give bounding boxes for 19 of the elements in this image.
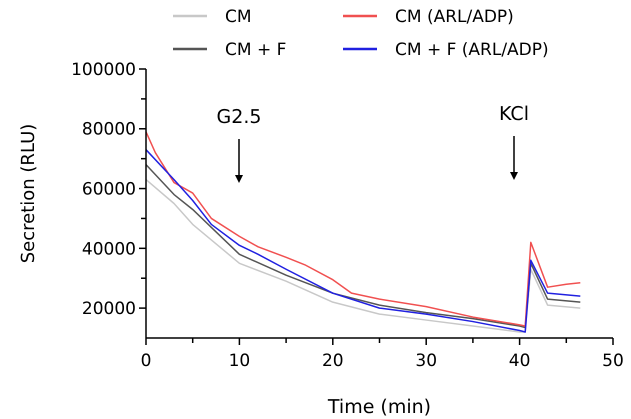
- y-axis-title: Secretion (RLU): [18, 124, 39, 264]
- x-tick-label: 0: [140, 351, 152, 371]
- x-tick-label: 40: [508, 351, 530, 371]
- y-tick-label: 80000: [82, 120, 136, 140]
- legend-label: CM + F (ARL/ADP): [395, 40, 549, 60]
- annotation: G2.5: [216, 106, 262, 128]
- y-tick-label: 100000: [71, 60, 136, 80]
- y-tick-label: 40000: [82, 239, 136, 260]
- x-tick-label: 10: [228, 351, 250, 371]
- y-tick-label: 60000: [82, 180, 136, 200]
- x-tick-label: 50: [602, 351, 624, 371]
- x-tick-label: 20: [322, 351, 344, 371]
- annotation: KCl: [499, 103, 529, 125]
- y-tick-label: 20000: [82, 299, 136, 320]
- x-tick-label: 30: [415, 351, 438, 371]
- legend-label: CM: [225, 6, 252, 27]
- legend-label: CM (ARL/ADP): [395, 6, 514, 27]
- legend-label: CM + F: [225, 40, 286, 60]
- x-axis-title: Time (min): [326, 396, 432, 418]
